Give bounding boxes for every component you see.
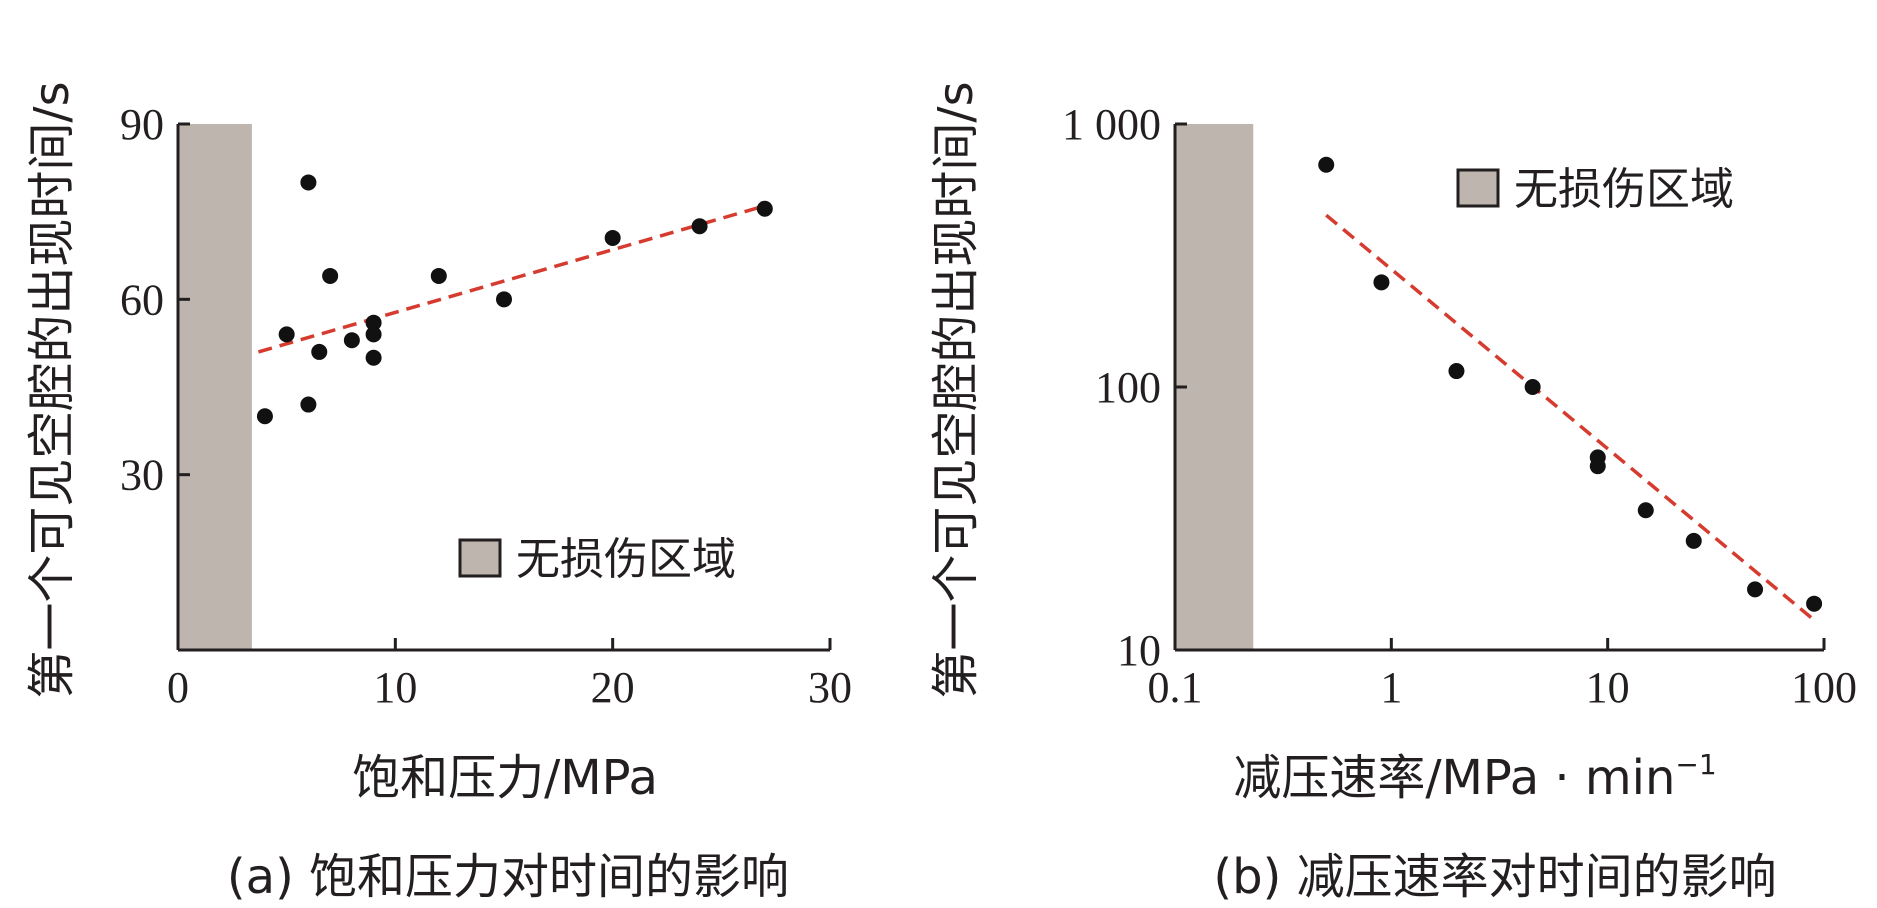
panel-b-ticks: 0.1 1 10 100 10 100 1 000: [1062, 100, 1857, 712]
no-damage-region-b: [1176, 124, 1254, 650]
data-point: [256, 408, 273, 425]
data-point: [1318, 156, 1335, 173]
data-point: [300, 396, 317, 413]
panel-a-ticks: 0 10 20 30 30 60 90: [120, 100, 852, 712]
panel-b-decompression-rate: 0.1 1 10 100 10 100 1 000 无损伤区域 减压速率/MPa · min…: [928, 81, 1857, 905]
y-tick-label: 30: [120, 451, 164, 500]
panel-a-y-axis-title: 第一个可见空腔的出现时间/s: [24, 81, 80, 698]
panel-a-x-axis-title: 饱和压力/MPa: [352, 750, 658, 806]
y-tick-label: 60: [120, 275, 164, 324]
panel-b-fit-line: [1325, 213, 1816, 622]
data-point: [1806, 595, 1823, 612]
panel-b-y-axis-title: 第一个可见空腔的出现时间/s: [928, 81, 984, 698]
panel-b-points: [1318, 156, 1823, 612]
y-tick-label: 90: [120, 100, 164, 149]
x-tick-label: 0: [167, 663, 189, 712]
data-point: [756, 200, 773, 217]
data-point: [365, 326, 382, 343]
data-point: [496, 291, 512, 308]
panel-a-caption: (a) 饱和压力对时间的影响: [227, 849, 789, 905]
data-point: [1373, 274, 1390, 291]
data-point: [1589, 458, 1606, 475]
panel-b-x-axis-title: 减压速率/MPa · min−1: [1233, 748, 1716, 806]
data-point: [1685, 532, 1702, 549]
panel-b-caption: (b) 减压速率对时间的影响: [1213, 849, 1776, 905]
data-point: [365, 349, 382, 366]
legend-swatch-a: [458, 538, 502, 578]
data-point: [343, 332, 360, 349]
data-point: [278, 326, 295, 343]
data-point: [322, 267, 339, 284]
data-point: [430, 267, 447, 284]
x-tick-label: 10: [1586, 663, 1630, 712]
data-point: [691, 218, 708, 235]
x-tick-label: 1: [1380, 663, 1402, 712]
x-tick-label: 0.1: [1148, 663, 1203, 712]
panel-b-x-axis-title-sup: −1: [1675, 748, 1716, 781]
data-point: [1747, 581, 1764, 598]
data-point: [1637, 502, 1654, 519]
x-tick-label: 10: [373, 663, 417, 712]
y-tick-label: 10: [1117, 626, 1161, 675]
data-point: [604, 229, 621, 246]
x-tick-label: 20: [591, 663, 635, 712]
y-tick-label: 100: [1095, 363, 1161, 412]
legend-label-b: 无损伤区域: [1514, 164, 1734, 215]
x-tick-label: 30: [808, 663, 852, 712]
no-damage-region-a: [179, 124, 252, 650]
x-tick-label: 100: [1791, 663, 1857, 712]
data-point: [311, 343, 328, 360]
data-point: [1448, 363, 1465, 380]
data-point: [1524, 379, 1541, 395]
y-tick-label: 1 000: [1062, 100, 1161, 149]
panel-a-saturation-pressure: 0 10 20 30 30 60 90 无损伤区域 饱和压力/MPa 第一个可见空腔的出现时…: [24, 81, 852, 905]
data-point: [300, 174, 317, 191]
panel-b-x-axis-title-main: 减压速率/MPa · min: [1233, 750, 1675, 806]
legend-swatch-b: [1456, 168, 1500, 208]
panel-a-points: [256, 174, 773, 425]
data-point: [365, 314, 382, 331]
legend-label-a: 无损伤区域: [516, 534, 736, 585]
